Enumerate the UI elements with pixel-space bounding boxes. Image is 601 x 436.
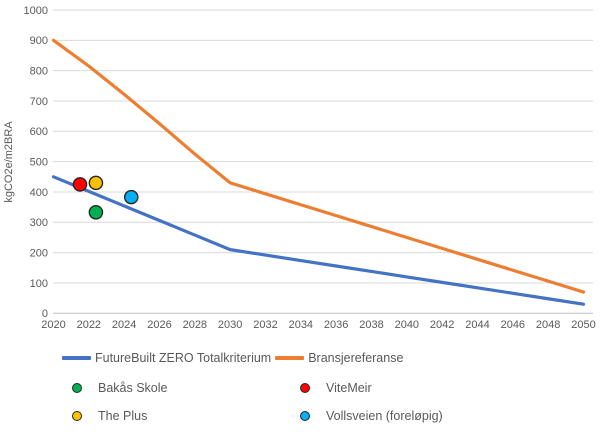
legend-item-vollsveien: Vollsveien (foreløpig) (300, 407, 443, 425)
y-tick-label: 500 (30, 156, 48, 168)
dot-swatch-icon (72, 383, 82, 393)
line-swatch-icon (275, 356, 305, 360)
legend-item-bakas-skole: Bakås Skole (72, 379, 167, 397)
legend-item-bransjereferanse: Bransjereferanse (275, 351, 403, 365)
x-tick-label: 2030 (218, 319, 242, 331)
line-swatch-icon (62, 356, 91, 360)
dot-swatch-icon (300, 383, 310, 393)
y-tick-label: 300 (30, 217, 48, 229)
legend-row-lines: FutureBuilt ZERO Totalkriterium Bransjer… (62, 349, 403, 367)
y-tick-label: 600 (30, 126, 48, 138)
legend-label: FutureBuilt ZERO Totalkriterium (95, 351, 272, 365)
x-tick-label: 2036 (324, 319, 348, 331)
legend-item-the-plus: The Plus (72, 407, 147, 425)
dot-swatch-icon (300, 411, 310, 421)
y-tick-label: 0 (42, 308, 48, 320)
y-tick-label: 800 (30, 65, 48, 77)
series-line-bransjereferanse (51, 38, 586, 294)
x-tick-label: 2034 (289, 319, 313, 331)
scatter-point-vollsveien-forel-pig- (123, 189, 139, 205)
y-tick-label: 100 (30, 278, 48, 290)
scatter-point-the-plus (88, 175, 104, 191)
y-tick-label: 1000 (24, 5, 48, 17)
y-tick-label: 900 (30, 35, 48, 47)
x-tick-label: 2024 (112, 319, 136, 331)
legend-label: Bakås Skole (98, 381, 168, 395)
y-tick-label: 700 (30, 96, 48, 108)
x-tick-label: 2048 (536, 319, 560, 331)
x-tick-label: 2022 (77, 319, 101, 331)
legend-label: Bransjereferanse (308, 351, 404, 365)
x-tick-label: 2026 (147, 319, 171, 331)
x-tick-label: 2050 (571, 319, 595, 331)
y-tick-label: 400 (30, 187, 48, 199)
x-tick-label: 2032 (253, 319, 277, 331)
legend-label: ViteMeir (326, 381, 372, 395)
legend-label: Vollsveien (foreløpig) (326, 409, 443, 423)
y-axis-title: kgCO2e/m2BRA (3, 121, 15, 203)
legend-label: The Plus (98, 409, 148, 423)
legend-item-futurebuilt-zero: FutureBuilt ZERO Totalkriterium (62, 351, 271, 365)
x-tick-label: 2040 (395, 319, 419, 331)
x-tick-label: 2028 (183, 319, 207, 331)
x-tick-label: 2044 (465, 319, 489, 331)
chart-plot-area: 0 100 200 300 400 500 600 700 800 900 1000 2020 2022… (3, 5, 596, 331)
dot-swatch-icon (72, 411, 82, 421)
x-tick-label: 2020 (41, 319, 65, 331)
series-line-futurebuilt-zero-totalkriterium (51, 175, 586, 306)
legend-item-vitemeir: ViteMeir (300, 379, 372, 397)
y-tick-label: 200 (30, 247, 48, 259)
x-tick-label: 2038 (359, 319, 383, 331)
x-tick-label: 2046 (501, 319, 525, 331)
scatter-point-vitemeir (72, 177, 88, 192)
scatter-point-bak-s-skole (88, 205, 104, 220)
x-tick-label: 2042 (430, 319, 454, 331)
